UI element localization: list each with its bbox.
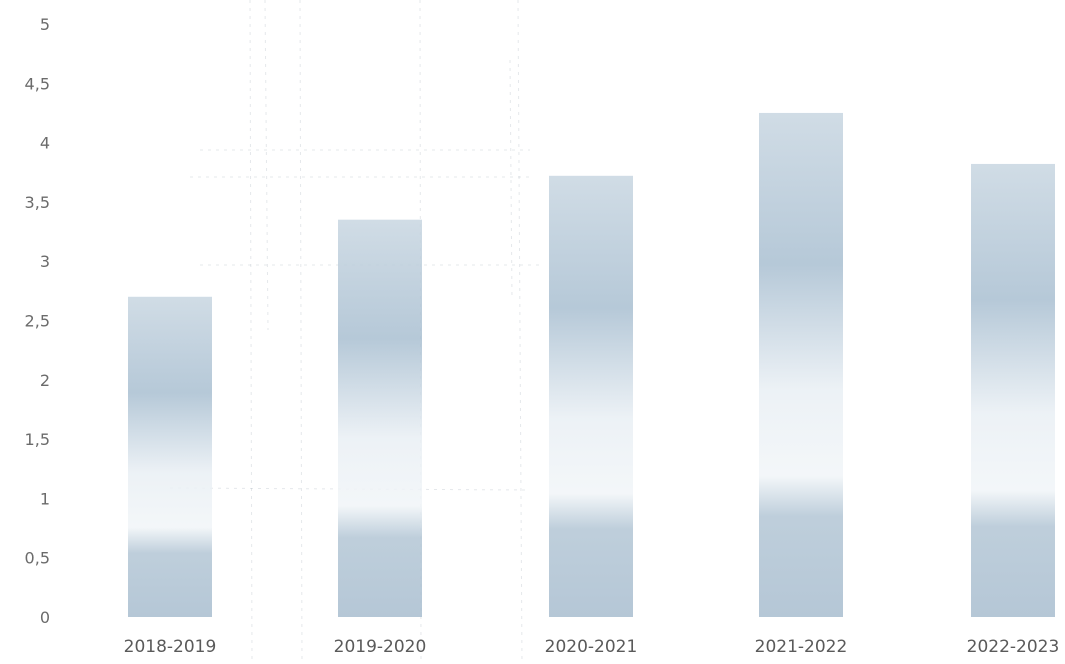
noise-line [264,0,269,331]
x-axis: 2018-2019 2019-2020 2020-2021 2021-2022 2022… [124,637,1060,657]
y-tick-label: 3,5 [25,193,50,212]
noise-line [299,0,303,664]
y-tick-label: 4 [40,134,50,153]
bar-2021-2022 [759,112,843,617]
y-tick-label: 5 [40,15,50,34]
bar-series [128,112,1055,618]
y-tick-label: 1 [40,489,50,508]
bar-2019-2020 [338,219,422,617]
x-tick-label: 2021-2022 [755,637,848,657]
y-tick-label: 4,5 [25,74,50,93]
y-tick-label: 1,5 [25,430,50,449]
bar-2022-2023 [971,163,1055,617]
noise-line [517,0,523,664]
x-tick-label: 2020-2021 [545,637,638,657]
noise-line [509,59,513,301]
y-axis: 0 0,5 1 1,5 2 2,5 3 3,5 4 4,5 5 [25,15,50,627]
y-tick-label: 0,5 [25,549,50,568]
y-tick-label: 2 [40,371,50,390]
bar-2018-2019 [128,296,212,617]
bar-2020-2021 [549,175,633,618]
x-tick-label: 2019-2020 [334,637,427,657]
x-tick-label: 2018-2019 [124,637,217,657]
x-tick-label: 2022-2023 [967,637,1060,657]
y-tick-label: 3 [40,252,50,271]
y-tick-label: 2,5 [25,312,50,331]
y-tick-label: 0 [40,608,50,627]
noise-line [249,0,253,661]
